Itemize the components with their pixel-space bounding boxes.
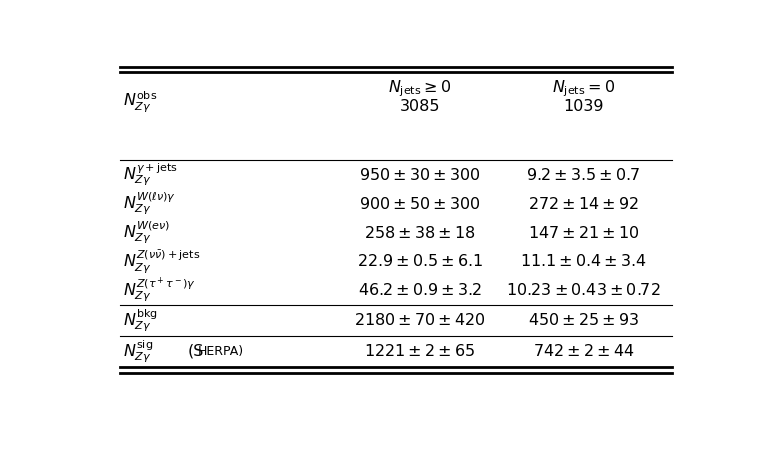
Text: $147 \pm 21 \pm 10$: $147 \pm 21 \pm 10$ (528, 224, 639, 240)
Text: $N_{Z\gamma}^{W(\ell\nu)\gamma}$: $N_{Z\gamma}^{W(\ell\nu)\gamma}$ (123, 190, 176, 217)
Text: $10.23 \pm 0.43 \pm 0.72$: $10.23 \pm 0.43 \pm 0.72$ (506, 282, 660, 298)
Text: $N_{Z\gamma}^{\gamma+\mathrm{jets}}$: $N_{Z\gamma}^{\gamma+\mathrm{jets}}$ (123, 161, 178, 188)
Text: $9.2 \pm 3.5 \pm 0.7$: $9.2 \pm 3.5 \pm 0.7$ (526, 167, 640, 183)
Text: 3085: 3085 (400, 99, 440, 114)
Text: $N_{\mathrm{jets}} \geq 0$: $N_{\mathrm{jets}} \geq 0$ (388, 79, 452, 100)
Text: $22.9 \pm 0.5 \pm 6.1$: $22.9 \pm 0.5 \pm 6.1$ (357, 253, 483, 269)
Text: $900 \pm 50 \pm 300$: $900 \pm 50 \pm 300$ (359, 196, 481, 212)
Text: $N_{Z\gamma}^{Z(\tau^+\tau^-)\gamma}$: $N_{Z\gamma}^{Z(\tau^+\tau^-)\gamma}$ (123, 275, 196, 305)
Text: $950 \pm 30 \pm 300$: $950 \pm 30 \pm 300$ (359, 167, 481, 183)
Text: HERPA): HERPA) (198, 345, 244, 358)
Text: $N_{Z\gamma}^{\mathrm{obs}}$: $N_{Z\gamma}^{\mathrm{obs}}$ (123, 90, 157, 115)
Text: $N_{Z\gamma}^{\mathrm{bkg}}$: $N_{Z\gamma}^{\mathrm{bkg}}$ (123, 307, 157, 334)
Text: $N_{Z\gamma}^{Z(\nu\bar{\nu})+\mathrm{jets}}$: $N_{Z\gamma}^{Z(\nu\bar{\nu})+\mathrm{je… (123, 248, 200, 275)
Text: $258 \pm 38 \pm 18$: $258 \pm 38 \pm 18$ (364, 224, 476, 240)
Text: $46.2 \pm 0.9 \pm 3.2$: $46.2 \pm 0.9 \pm 3.2$ (357, 282, 482, 298)
Text: 1039: 1039 (563, 99, 604, 114)
Text: $1221 \pm 2 \pm 65$: $1221 \pm 2 \pm 65$ (364, 344, 476, 360)
Text: $N_{\mathrm{jets}} = 0$: $N_{\mathrm{jets}} = 0$ (551, 79, 615, 100)
Text: $11.1 \pm 0.4 \pm 3.4$: $11.1 \pm 0.4 \pm 3.4$ (520, 253, 647, 269)
Text: $2180 \pm 70 \pm 420$: $2180 \pm 70 \pm 420$ (354, 312, 486, 328)
Text: $N_{Z\gamma}^{\mathrm{sig}}$: $N_{Z\gamma}^{\mathrm{sig}}$ (123, 338, 153, 365)
Text: (S: (S (188, 344, 204, 359)
Text: $272 \pm 14 \pm 92$: $272 \pm 14 \pm 92$ (528, 196, 639, 212)
Text: $N_{Z\gamma}^{W(e\nu)}$: $N_{Z\gamma}^{W(e\nu)}$ (123, 219, 170, 246)
Text: $742 \pm 2 \pm 44$: $742 \pm 2 \pm 44$ (532, 344, 634, 360)
Text: $450 \pm 25 \pm 93$: $450 \pm 25 \pm 93$ (528, 312, 639, 328)
